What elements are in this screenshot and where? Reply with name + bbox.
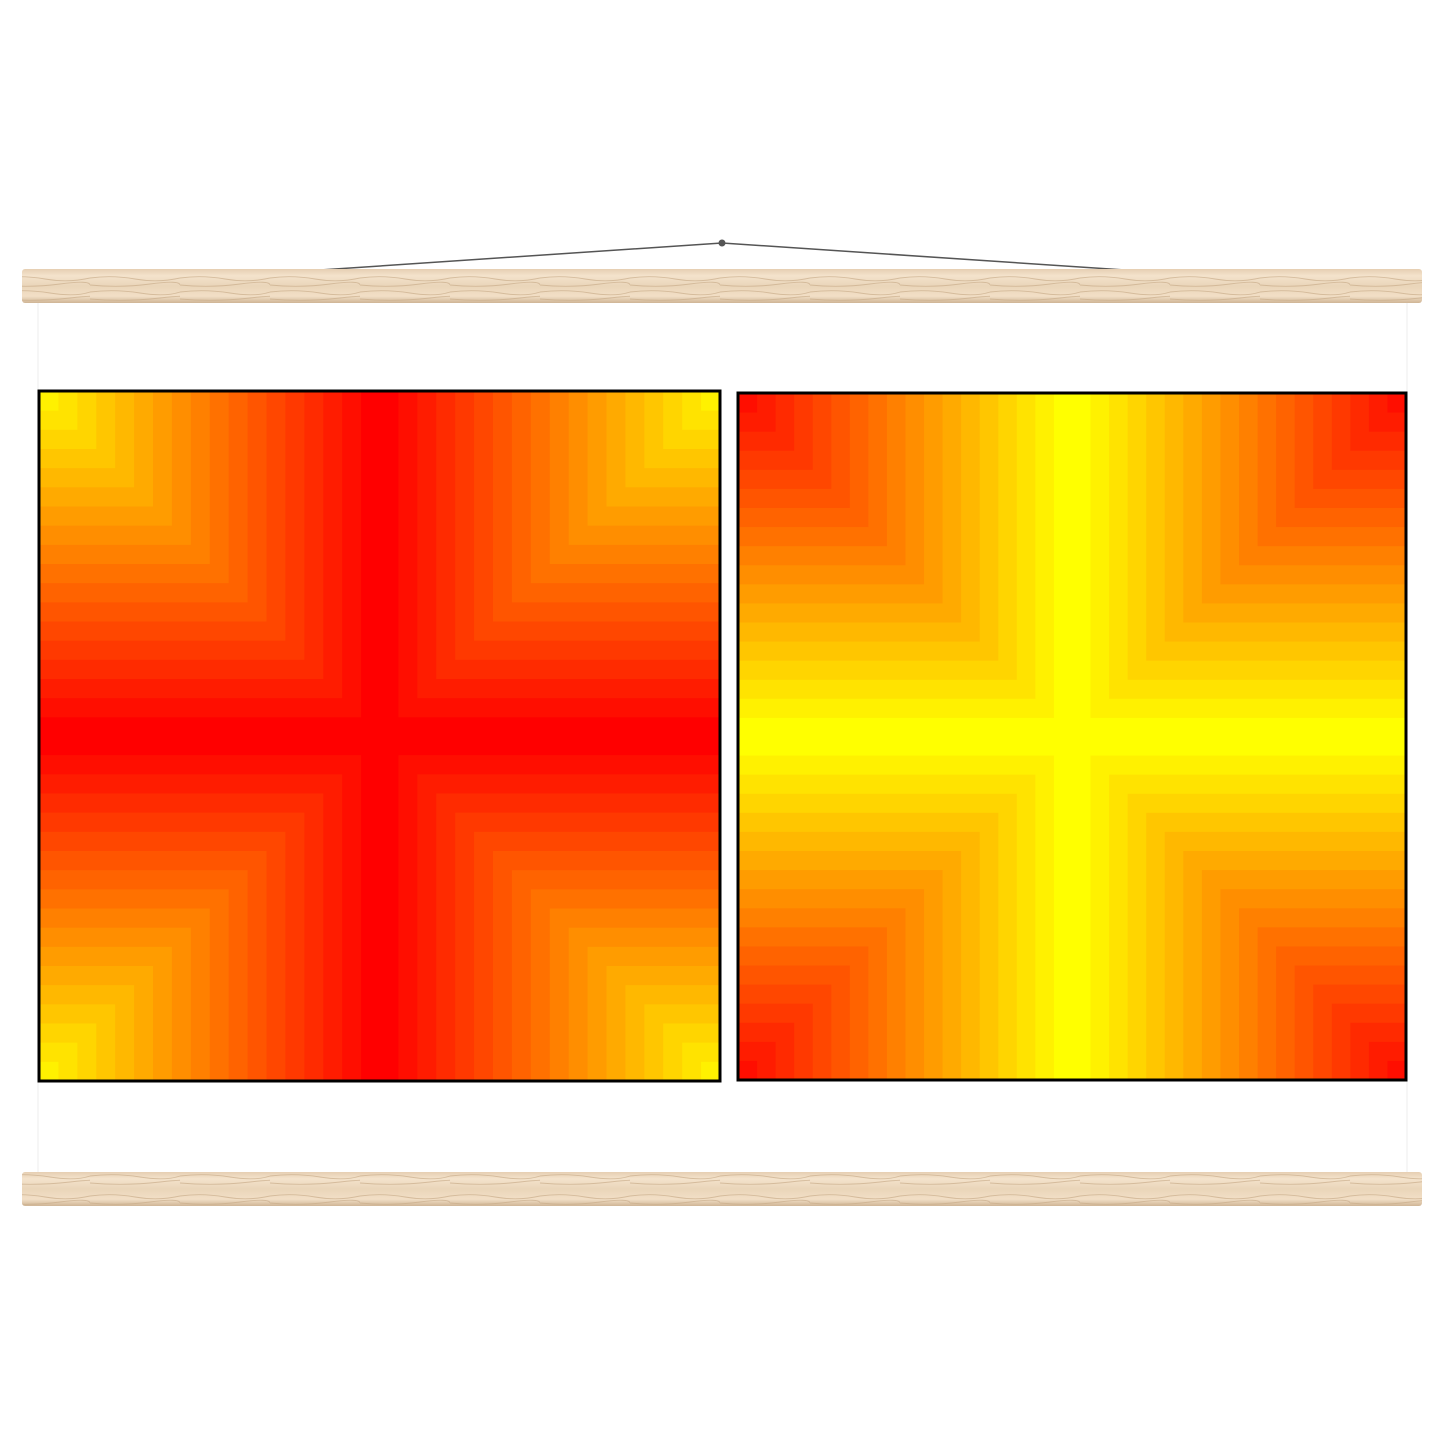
top-hanger [22, 269, 1422, 303]
hanging-pin [718, 239, 726, 247]
right-artwork [736, 391, 1408, 1082]
art-band [701, 1061, 721, 1082]
bottom-hanger [22, 1172, 1422, 1206]
art-band [738, 1060, 758, 1081]
wood-grain [22, 1172, 1422, 1206]
art-band [1387, 1060, 1407, 1081]
art-frame [37, 389, 722, 1083]
art-band [738, 393, 758, 413]
left-artwork [37, 389, 722, 1083]
art-band [39, 1061, 59, 1082]
art-frame [736, 391, 1408, 1082]
wood-grain [22, 269, 1422, 303]
art-band [701, 391, 721, 411]
art-band [1387, 393, 1407, 413]
hanging-string [304, 242, 1141, 272]
art-band [39, 391, 59, 411]
